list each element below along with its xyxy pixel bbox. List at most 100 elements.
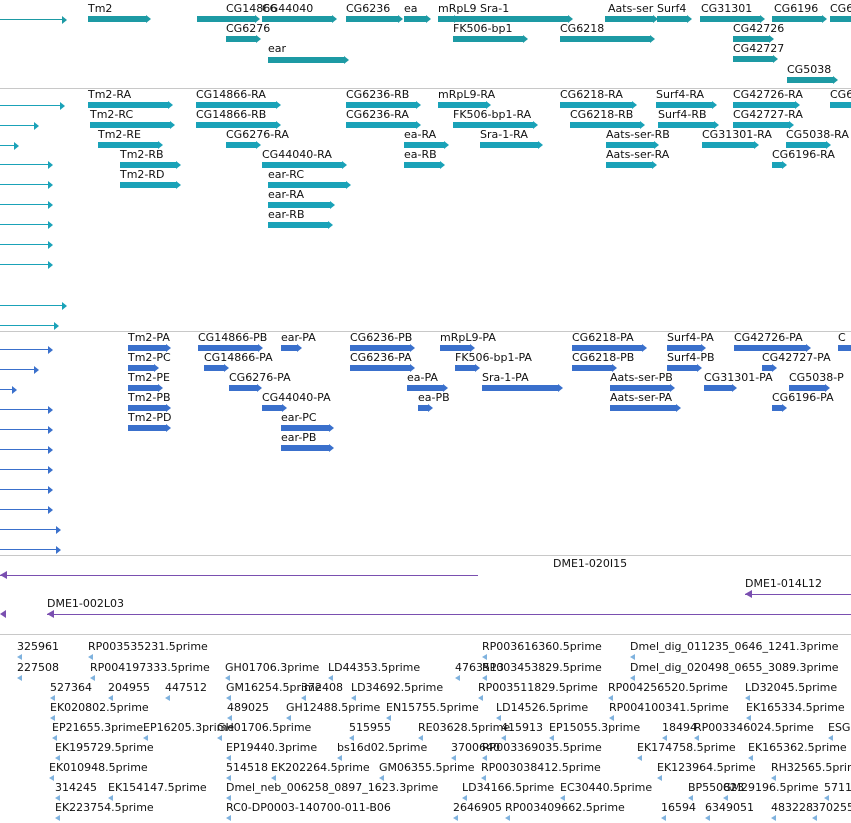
offscreen-feature-line[interactable]	[0, 389, 12, 390]
feature-glyph[interactable]	[572, 345, 642, 351]
feature-glyph[interactable]	[438, 102, 486, 108]
feature-glyph[interactable]	[197, 16, 255, 22]
feature-glyph[interactable]	[570, 122, 640, 128]
feature-glyph[interactable]	[762, 365, 772, 371]
feature-glyph[interactable]	[789, 385, 825, 391]
feature-glyph[interactable]	[656, 102, 712, 108]
feature-glyph[interactable]	[453, 122, 533, 128]
feature-glyph[interactable]	[440, 345, 470, 351]
feature-glyph[interactable]	[268, 222, 328, 228]
feature-glyph[interactable]	[772, 162, 782, 168]
feature-glyph[interactable]	[838, 345, 851, 351]
feature-glyph[interactable]	[128, 345, 166, 351]
offscreen-feature-line[interactable]	[0, 509, 48, 510]
clone-line[interactable]	[0, 575, 478, 576]
feature-glyph[interactable]	[128, 365, 154, 371]
feature-glyph[interactable]	[786, 142, 826, 148]
feature-glyph[interactable]	[268, 57, 344, 63]
feature-glyph[interactable]	[196, 122, 276, 128]
feature-glyph[interactable]	[196, 102, 276, 108]
offscreen-feature-line[interactable]	[0, 549, 56, 550]
feature-glyph[interactable]	[733, 36, 769, 42]
feature-glyph[interactable]	[128, 405, 166, 411]
feature-glyph[interactable]	[268, 182, 346, 188]
feature-glyph[interactable]	[734, 345, 806, 351]
feature-glyph[interactable]	[128, 425, 166, 431]
feature-glyph[interactable]	[262, 162, 342, 168]
feature-glyph[interactable]	[733, 102, 795, 108]
feature-glyph[interactable]	[772, 16, 822, 22]
feature-glyph[interactable]	[120, 182, 176, 188]
offscreen-feature-line[interactable]	[0, 409, 48, 410]
offscreen-feature-line[interactable]	[0, 105, 60, 106]
feature-glyph[interactable]	[610, 385, 670, 391]
feature-glyph[interactable]	[480, 142, 538, 148]
feature-glyph[interactable]	[772, 405, 782, 411]
feature-glyph[interactable]	[572, 365, 612, 371]
offscreen-feature-line[interactable]	[0, 264, 48, 265]
feature-glyph[interactable]	[268, 202, 330, 208]
feature-glyph[interactable]	[281, 445, 329, 451]
feature-glyph[interactable]	[407, 385, 443, 391]
feature-glyph[interactable]	[453, 36, 523, 42]
offscreen-feature-line[interactable]	[0, 125, 34, 126]
offscreen-feature-line[interactable]	[0, 244, 48, 245]
feature-glyph[interactable]	[404, 142, 444, 148]
clone-line[interactable]	[47, 614, 851, 615]
feature-glyph[interactable]	[90, 122, 170, 128]
offscreen-feature-line[interactable]	[0, 449, 48, 450]
feature-glyph[interactable]	[455, 365, 475, 371]
feature-glyph[interactable]	[704, 385, 732, 391]
feature-glyph[interactable]	[700, 16, 760, 22]
feature-glyph[interactable]	[667, 345, 701, 351]
feature-glyph[interactable]	[438, 16, 454, 22]
feature-glyph[interactable]	[120, 162, 176, 168]
feature-glyph[interactable]	[733, 122, 789, 128]
feature-glyph[interactable]	[226, 36, 256, 42]
feature-glyph[interactable]	[346, 122, 416, 128]
offscreen-feature-line[interactable]	[0, 164, 48, 165]
offscreen-feature-line[interactable]	[0, 369, 34, 370]
feature-glyph[interactable]	[128, 385, 158, 391]
feature-glyph[interactable]	[418, 405, 428, 411]
feature-glyph[interactable]	[281, 345, 297, 351]
offscreen-feature-line[interactable]	[0, 325, 54, 326]
feature-glyph[interactable]	[281, 425, 329, 431]
feature-glyph[interactable]	[606, 162, 652, 168]
offscreen-clone-arrow-icon[interactable]	[0, 610, 6, 618]
offscreen-feature-line[interactable]	[0, 19, 62, 20]
offscreen-feature-line[interactable]	[0, 489, 48, 490]
feature-glyph[interactable]	[346, 102, 416, 108]
feature-glyph[interactable]	[560, 102, 632, 108]
feature-glyph[interactable]	[346, 16, 398, 22]
feature-glyph[interactable]	[667, 365, 697, 371]
feature-glyph[interactable]	[350, 365, 410, 371]
offscreen-feature-line[interactable]	[0, 145, 14, 146]
feature-glyph[interactable]	[262, 405, 282, 411]
feature-glyph[interactable]	[658, 122, 714, 128]
feature-glyph[interactable]	[88, 102, 168, 108]
feature-glyph[interactable]	[198, 345, 258, 351]
clone-line[interactable]	[745, 594, 851, 595]
feature-glyph[interactable]	[605, 16, 653, 22]
feature-glyph[interactable]	[606, 142, 654, 148]
feature-glyph[interactable]	[98, 142, 158, 148]
offscreen-feature-line[interactable]	[0, 184, 48, 185]
feature-glyph[interactable]	[229, 385, 257, 391]
feature-glyph[interactable]	[560, 36, 650, 42]
feature-glyph[interactable]	[204, 365, 224, 371]
offscreen-feature-line[interactable]	[0, 529, 56, 530]
offscreen-feature-line[interactable]	[0, 349, 48, 350]
offscreen-feature-line[interactable]	[0, 204, 48, 205]
feature-glyph[interactable]	[830, 16, 851, 22]
feature-glyph[interactable]	[830, 102, 851, 108]
feature-glyph[interactable]	[787, 77, 833, 83]
feature-glyph[interactable]	[454, 16, 568, 22]
offscreen-feature-line[interactable]	[0, 469, 48, 470]
feature-glyph[interactable]	[404, 162, 440, 168]
offscreen-feature-line[interactable]	[0, 224, 48, 225]
feature-glyph[interactable]	[610, 405, 676, 411]
feature-glyph[interactable]	[350, 345, 410, 351]
feature-glyph[interactable]	[657, 16, 687, 22]
feature-glyph[interactable]	[482, 385, 558, 391]
